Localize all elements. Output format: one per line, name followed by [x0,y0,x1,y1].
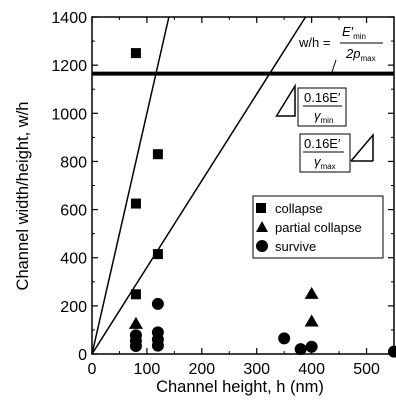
legend-marker-collapse [256,203,266,213]
limit-num-sub: min [353,32,366,41]
x-tick-label: 400 [298,361,325,378]
point-survive [129,340,142,353]
point-survive [294,343,307,356]
y-tick-label: 600 [60,203,87,220]
slope-lower-annotation: 0.16E′ γmax [299,133,351,173]
slope-lower-denominator: γmax [314,154,336,171]
point-partial-collapse [304,286,319,299]
point-survive [151,339,164,352]
limit-num-main: E′ [342,24,354,39]
slope-upper-den-main: γ [314,108,322,123]
slope-lower-den-main: γ [314,154,322,169]
plot-frame [91,16,395,355]
legend: collapse partial collapse survive [252,195,384,259]
y-axis-ticks: 0 200 400 600 800 1000 1200 1400 [51,10,394,364]
point-partial-collapse [128,316,143,329]
legend-marker-partial-collapse [256,221,268,232]
y-tick-label: 400 [60,251,87,268]
legend-label-survive: survive [275,239,316,254]
legend-box [252,195,384,259]
data-points [128,48,396,358]
point-collapse [130,198,141,209]
y-tick-label: 1400 [51,10,87,27]
limit-numerator: E′min [342,24,366,41]
x-tick-label: 500 [353,361,380,378]
y-tick-label: 1000 [51,106,87,123]
slope-triangle-upper [275,83,296,117]
y-tick-label: 1200 [51,58,87,75]
limit-leader-line [331,59,337,73]
point-survive [305,340,318,353]
legend-marker-survive [256,240,268,252]
y-tick-label: 0 [78,347,87,364]
limit-lhs: w/h = [298,35,330,50]
point-survive [278,332,291,345]
y-axis-title: Channel width/height, w/h [14,102,32,291]
point-partial-collapse [304,314,319,327]
y-tick-label: 800 [60,154,87,171]
slope-upper-numerator: 0.16E′ [304,90,341,105]
x-tick-label: 300 [243,361,270,378]
limit-den-sub: max [360,54,375,63]
slope-triangle-lower [350,132,374,162]
slope-lower-den-sub: max [321,162,336,171]
x-tick-label: 200 [188,361,215,378]
limit-denominator: 2pmax [345,46,376,63]
point-collapse [152,249,163,260]
limit-den-main: 2p [345,46,360,61]
point-collapse [130,48,141,59]
point-collapse [130,289,141,300]
slope-line-lower [91,16,307,355]
point-survive [151,297,164,310]
x-tick-label: 100 [134,361,161,378]
point-collapse [152,149,163,160]
slope-line-upper [91,16,170,355]
slope-upper-annotation: 0.16E′ γmin [297,87,347,127]
slope-lower-numerator: 0.16E′ [304,136,341,151]
x-tick-label: 0 [88,361,97,378]
legend-label-collapse: collapse [275,201,323,216]
x-axis-title: Channel height, h (nm) [156,378,324,396]
y-tick-label: 200 [60,299,87,316]
legend-label-partial-collapse: partial collapse [275,220,362,235]
slope-upper-denominator: γmin [314,108,333,125]
point-survive [388,345,396,358]
limit-annotation: w/h = E′min 2pmax [298,24,383,73]
slope-upper-den-sub: min [321,116,334,125]
reference-lines [91,16,394,355]
